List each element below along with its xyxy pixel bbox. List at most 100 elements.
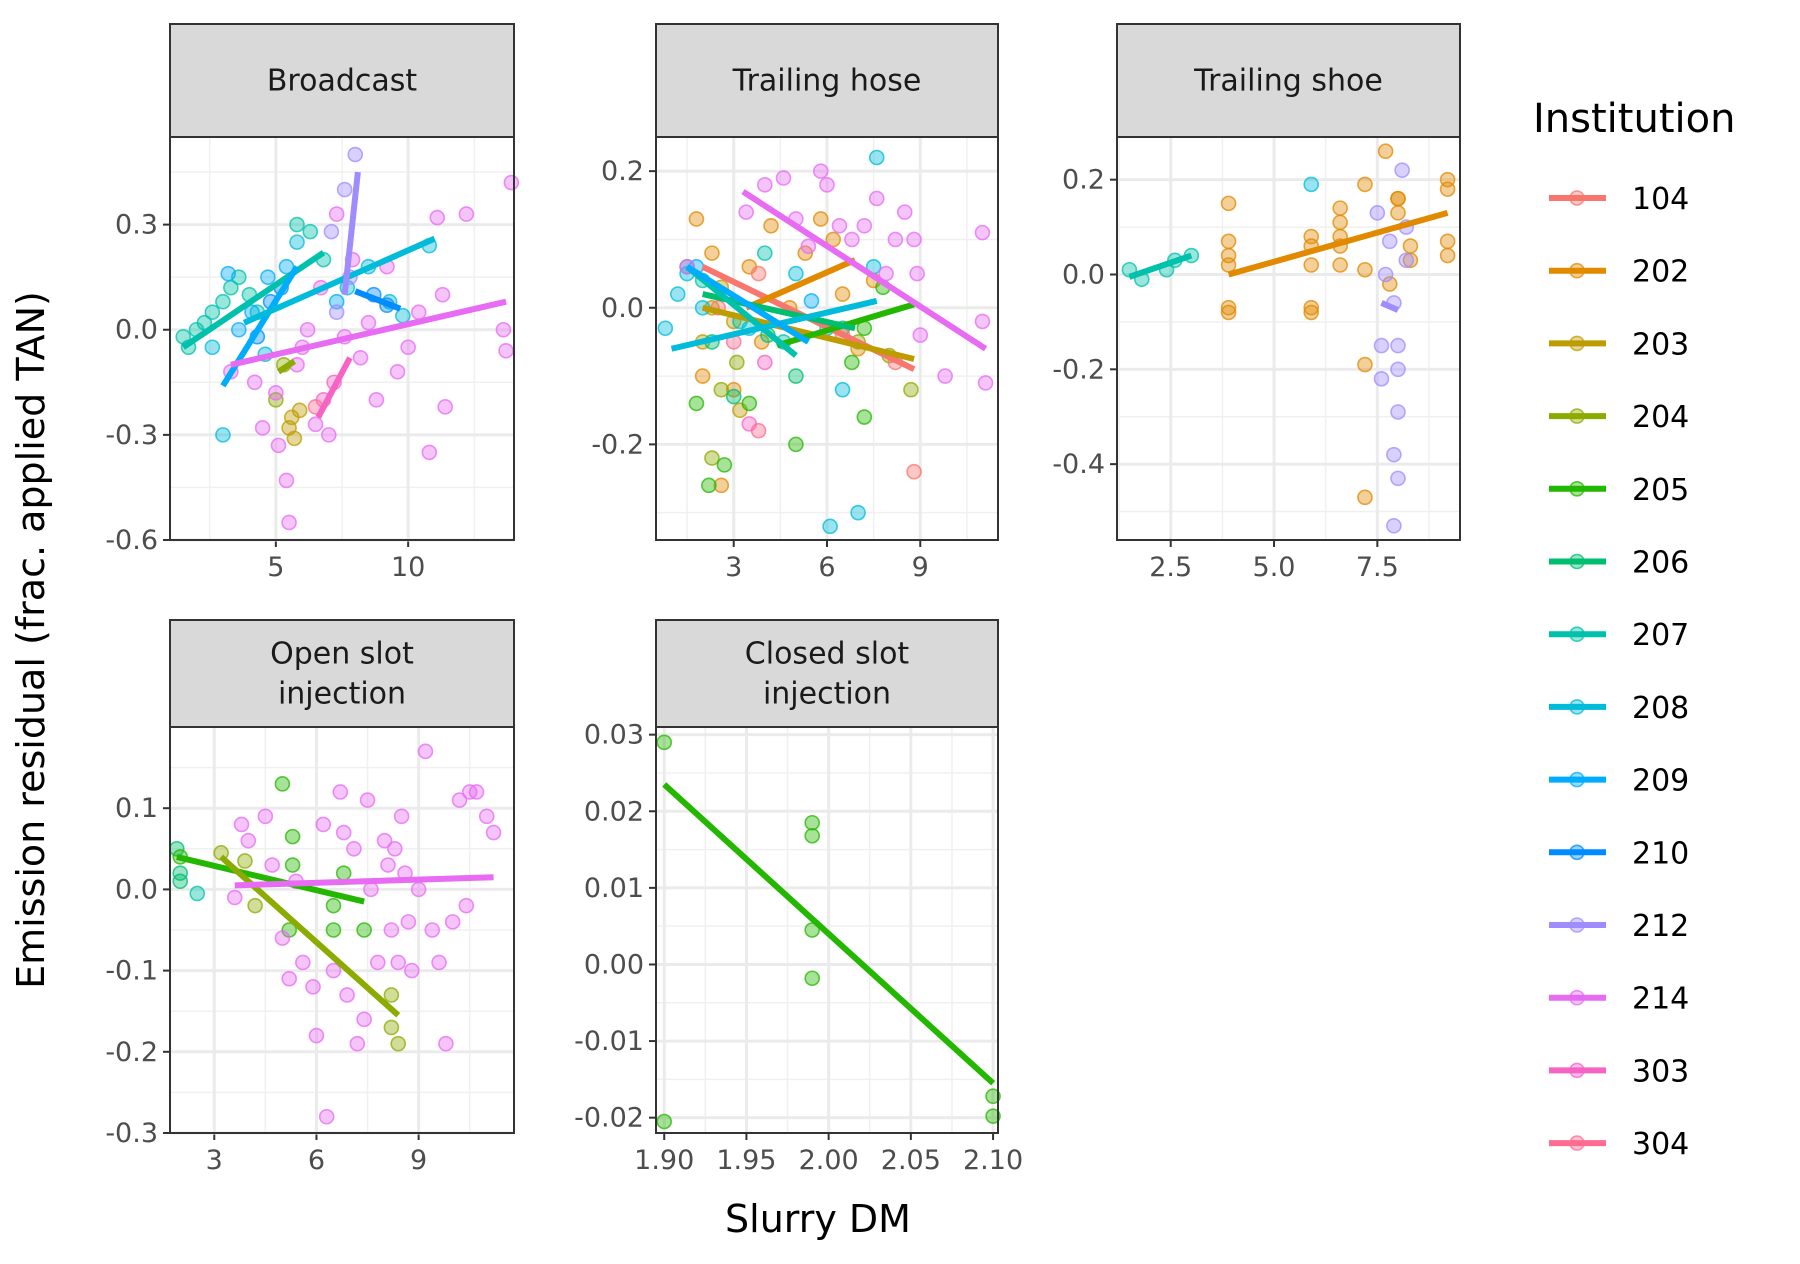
data-point-214: [887, 231, 904, 248]
legend-item-214: 214: [1549, 982, 1689, 1017]
x-tick-label: 7.5: [1356, 552, 1399, 583]
data-point-202: [1390, 190, 1406, 207]
data-point-214: [819, 177, 835, 193]
x-tick-label: 9: [410, 1145, 427, 1176]
legend-title: Institution: [1533, 96, 1735, 142]
data-point-202: [1332, 214, 1348, 231]
data-point-214: [896, 204, 913, 220]
data-point-214: [226, 889, 243, 906]
trend-line-212: [341, 171, 361, 296]
data-point-207: [215, 293, 231, 310]
legend-key-point: [1569, 917, 1585, 933]
data-point-202: [1381, 276, 1398, 292]
trend-line-207: [1128, 252, 1193, 280]
data-point-214: [937, 368, 953, 384]
data-point-214: [295, 954, 311, 971]
data-point-214: [257, 808, 274, 825]
panel-background: [1117, 137, 1460, 540]
x-tick-label: 2.10: [963, 1145, 1023, 1176]
data-point-214: [404, 962, 420, 979]
legend-item-202: 202: [1549, 255, 1689, 290]
data-point-214: [281, 514, 297, 531]
data-point-207: [289, 216, 305, 233]
data-point-202: [763, 217, 779, 234]
y-tick-label: 0.1: [115, 793, 158, 824]
legend-key-point: [1569, 262, 1585, 279]
panels: Broadcast 5 10 -0.6 -0.3 0.0 0.3 Trailing hose 3…: [105, 23, 1461, 1176]
data-point-204: [390, 1035, 406, 1052]
data-point-214: [254, 420, 271, 436]
data-point-214: [368, 392, 385, 408]
data-point-206: [788, 368, 804, 384]
trend-line-210: [354, 288, 402, 312]
data-point-212: [1390, 404, 1406, 420]
data-point-202: [1303, 299, 1320, 316]
data-point-214: [503, 174, 520, 191]
trend-line-202: [744, 257, 857, 311]
data-point-214: [386, 840, 403, 857]
trend-line-214: [741, 189, 988, 352]
trend-line-202: [1227, 209, 1449, 278]
panel-border: [1116, 136, 1461, 541]
legend-item-303: 303: [1549, 1054, 1689, 1089]
legend-label: 204: [1632, 400, 1689, 435]
y-tick-label: -0.02: [574, 1103, 644, 1134]
data-point-208: [788, 265, 804, 282]
data-point-212: [1369, 205, 1386, 221]
y-tick-label: -0.2: [591, 429, 644, 460]
trend-line-209: [685, 264, 810, 345]
data-point-214: [332, 784, 349, 800]
x-tick-label: 3: [725, 552, 742, 583]
data-point-202: [688, 211, 705, 227]
data-point-304: [750, 422, 767, 439]
data-point-214: [339, 987, 355, 1003]
panel-3: Trailing shoe 2.5 5.0 7.5 -0.4 -0.2 0.0 0.2: [1052, 23, 1461, 583]
data-point-208: [1303, 176, 1320, 193]
x-tick-label: 1.90: [634, 1145, 694, 1176]
data-point-214: [856, 217, 873, 234]
panel-border: [169, 726, 515, 1134]
legend-item-207: 207: [1549, 618, 1689, 653]
data-point-205: [656, 1113, 673, 1130]
data-point-214: [775, 170, 792, 186]
data-point-212: [1377, 266, 1394, 283]
data-point-214: [305, 979, 321, 995]
data-point-214: [278, 472, 295, 489]
data-point-205: [701, 477, 717, 494]
y-tick-label: 0.0: [115, 874, 158, 905]
data-point-214: [315, 816, 332, 833]
data-point-214: [738, 204, 754, 220]
data-point-104: [906, 463, 922, 480]
data-point-205: [804, 827, 821, 844]
legend-label: 210: [1632, 836, 1689, 871]
data-point-214: [468, 784, 485, 800]
legend-key-point: [1569, 989, 1585, 1006]
panel-2: Trailing hose 3 6 9 -0.2 0.0 0.2: [591, 23, 999, 583]
legend-key-point: [1569, 408, 1585, 424]
x-tick-label: 10: [391, 552, 425, 583]
data-point-214: [335, 824, 352, 841]
data-point-202: [1439, 247, 1456, 264]
y-tick-label: 0.0: [601, 293, 644, 324]
data-point-202: [1220, 304, 1237, 321]
x-tick-label: 2.00: [799, 1145, 859, 1176]
y-tick-label: -0.6: [105, 525, 158, 556]
data-point-214: [393, 808, 410, 825]
data-point-214: [431, 954, 447, 971]
data-point-214: [320, 427, 337, 443]
facet-title: Trailing shoe: [1193, 64, 1383, 99]
data-point-214: [400, 339, 416, 356]
legend-item-104: 104: [1549, 182, 1689, 217]
facet-title: injection: [278, 677, 406, 712]
y-tick-label: -0.3: [105, 1118, 158, 1149]
data-point-204: [383, 1019, 400, 1036]
data-point-212: [1386, 446, 1402, 463]
panel-1: Broadcast 5 10 -0.6 -0.3 0.0 0.3: [105, 23, 520, 583]
data-point-214: [800, 238, 817, 255]
data-point-214: [906, 231, 922, 248]
data-point-206: [172, 873, 189, 890]
data-point-214: [307, 416, 324, 433]
data-point-202: [1220, 299, 1237, 316]
legend-label: 203: [1632, 327, 1689, 362]
x-axis-title: Slurry DM: [725, 1197, 911, 1241]
